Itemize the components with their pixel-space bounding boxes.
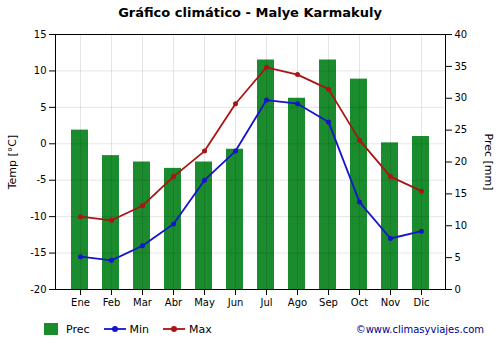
svg-text:Dic: Dic [414, 297, 430, 308]
svg-text:Mar: Mar [133, 297, 153, 308]
svg-text:-15: -15 [30, 247, 46, 258]
svg-text:5: 5 [455, 252, 461, 263]
html-text:Min: Min [129, 322, 150, 336]
html-text:©www.climasyviajes.com: ©www.climasyviajes.com [355, 323, 484, 335]
svg-text:5: 5 [40, 102, 46, 113]
svg-text:15: 15 [455, 188, 468, 199]
svg-text:30: 30 [455, 92, 468, 103]
svg-text:20: 20 [455, 156, 468, 167]
svg-text:15: 15 [34, 29, 47, 40]
svg-text:Ene: Ene [71, 297, 90, 308]
svg-text:Oct: Oct [351, 297, 368, 308]
svg-text:35: 35 [455, 61, 468, 72]
svg-text:25: 25 [455, 124, 468, 135]
html-text:Max: Max [189, 322, 212, 336]
svg-text:10: 10 [455, 220, 468, 231]
svg-text:0: 0 [455, 284, 461, 295]
svg-text:40: 40 [455, 29, 468, 40]
svg-text:Sep: Sep [319, 297, 338, 308]
svg-text:-20: -20 [30, 284, 46, 295]
html-text:Gráfico climático - Malye Karm: Gráfico climático - Malye Karmakuly [118, 5, 382, 20]
html-text:Temp [°C]: Temp [°C] [5, 134, 19, 189]
svg-text:-10: -10 [30, 211, 46, 222]
svg-text:0: 0 [40, 138, 46, 149]
svg-text:Jul: Jul [259, 297, 272, 308]
svg-text:-5: -5 [37, 174, 47, 185]
svg-text:Jun: Jun [227, 297, 244, 308]
svg-text:Abr: Abr [165, 297, 183, 308]
svg-text:Nov: Nov [381, 297, 401, 308]
svg-text:May: May [194, 297, 215, 308]
svg-text:Ago: Ago [288, 297, 307, 308]
svg-text:Feb: Feb [103, 297, 121, 308]
html-text:Prec: Prec [66, 322, 90, 336]
svg-text:10: 10 [34, 65, 47, 76]
html-text:Prec [mm]: Prec [mm] [481, 133, 495, 190]
